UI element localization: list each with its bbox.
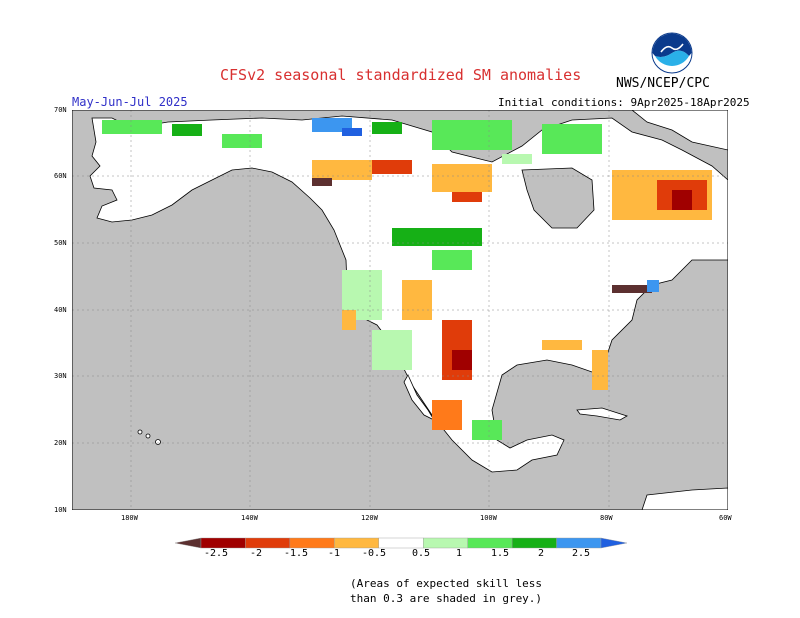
lat-label: 60N: [54, 172, 67, 180]
skill-note-line1: (Areas of expected skill less: [350, 577, 543, 590]
lat-label: 30N: [54, 372, 67, 380]
lon-label: 100W: [480, 514, 497, 522]
lon-label: 80W: [600, 514, 613, 522]
lat-label: 10N: [54, 506, 67, 514]
anomaly-patches: [102, 118, 712, 440]
legend-label: -1: [328, 548, 341, 559]
map-title: CFSv2 seasonal standardized SM anomalies: [220, 66, 582, 84]
lat-label: 20N: [54, 439, 67, 447]
lon-label: 180W: [121, 514, 138, 522]
legend-color-cell: [556, 537, 602, 549]
legend-label: 2: [538, 548, 545, 559]
legend-color-cell: [289, 537, 335, 549]
legend-color-cell: [200, 537, 246, 549]
legend-color-cell: [600, 537, 627, 549]
legend-color-cell: [334, 537, 379, 549]
lat-label: 40N: [54, 306, 67, 314]
initial-conditions-label: Initial conditions: 9Apr2025-18Apr2025: [498, 96, 750, 109]
legend-label: 2.5: [572, 548, 591, 559]
anomaly-map: [72, 110, 728, 510]
legend-label: -0.5: [362, 548, 387, 559]
lon-label: 140W: [241, 514, 258, 522]
noaa-logo-icon: [651, 32, 693, 74]
lat-label: 50N: [54, 239, 67, 247]
legend-color-cell: [423, 537, 468, 549]
color-legend-bar: [175, 537, 627, 549]
legend-label: -2.5: [204, 548, 229, 559]
legend-color-cell: [245, 537, 291, 549]
legend-color-cell: [467, 537, 513, 549]
legend-label: -1.5: [284, 548, 309, 559]
legend-label: 1: [456, 548, 463, 559]
legend-label: 1.5: [491, 548, 510, 559]
lon-label: 120W: [361, 514, 378, 522]
lon-label: 60W: [719, 514, 732, 522]
legend-color-cell: [378, 537, 424, 549]
agency-label: NWS/NCEP/CPC: [616, 76, 710, 91]
season-label: May-Jun-Jul 2025: [72, 95, 188, 109]
skill-note-line2: than 0.3 are shaded in grey.): [350, 592, 543, 605]
graticule: [72, 110, 728, 510]
legend-color-cell: [511, 537, 557, 549]
legend-label: -2: [250, 548, 263, 559]
legend-label: 0.5: [412, 548, 431, 559]
lat-label: 70N: [54, 106, 67, 114]
legend-color-cell: [175, 537, 202, 549]
